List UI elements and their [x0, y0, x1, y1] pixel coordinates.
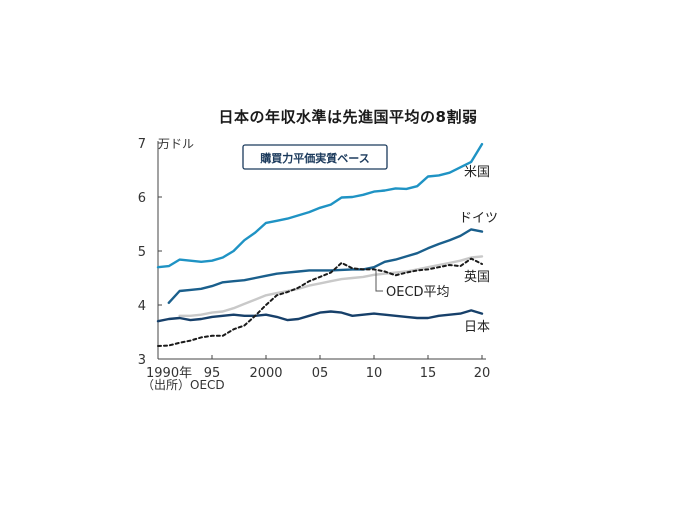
series-line: [156, 142, 484, 269]
x-tick-label: 20: [474, 366, 491, 381]
basis-note-box: 購買力平価実質ベース: [242, 144, 388, 170]
series-line: [167, 228, 484, 304]
x-tick-label: 2000: [249, 366, 282, 381]
y-axis-unit-label: 万ドル: [158, 137, 194, 151]
y-tick-label: 6: [138, 191, 146, 206]
x-tick-label: 1990年: [146, 366, 192, 381]
series-label: 米国: [464, 165, 490, 180]
y-tick-label: 7: [138, 137, 146, 152]
series-label: ドイツ: [459, 211, 498, 226]
x-tick-label: 15: [420, 366, 437, 381]
y-tick-label: 3: [138, 353, 146, 368]
series-layer: [156, 142, 484, 347]
series-label: OECD平均: [386, 285, 450, 300]
y-tick-label: 5: [138, 245, 146, 260]
series-label: 英国: [464, 270, 490, 285]
x-tick-label: 05: [312, 366, 329, 381]
y-tick-label: 4: [138, 299, 146, 314]
chart-title: 日本の年収水準は先進国平均の8割弱: [218, 108, 478, 126]
series-line: [157, 257, 483, 347]
x-tick-label: 95: [204, 366, 221, 381]
oecd-label-leader-line: [375, 270, 383, 292]
series-line: [156, 309, 484, 323]
series-label: 日本: [464, 320, 490, 335]
basis-note: 購買力平価実質ベース: [259, 151, 369, 165]
chart-axes: 3 4 5 6 7 1990年 95 2000 05 10 15 20: [138, 137, 491, 381]
x-tick-label: 10: [366, 366, 383, 381]
series-line: [178, 255, 484, 317]
source-note: （出所）OECD: [142, 378, 225, 392]
